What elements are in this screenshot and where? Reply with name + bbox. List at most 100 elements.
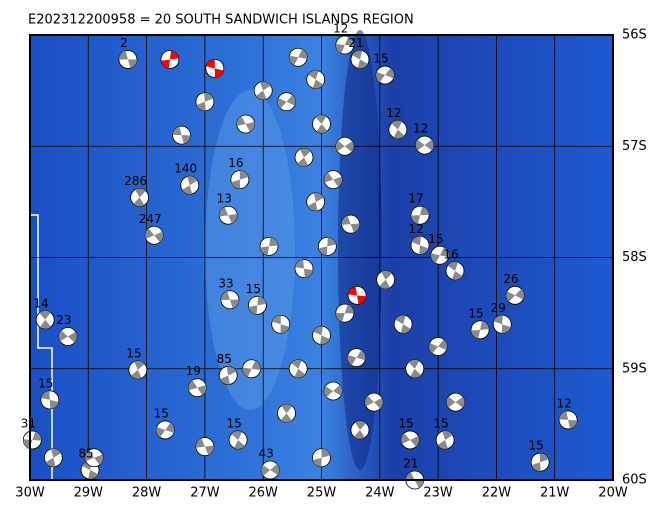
y-tick-label: 58S xyxy=(622,250,647,265)
x-tick-label: 21W xyxy=(540,486,570,501)
beachball-quadrant xyxy=(51,448,62,458)
beachball-quadrant xyxy=(401,433,411,444)
beachball-quadrant xyxy=(442,430,453,440)
beachball xyxy=(312,325,331,345)
depth-label: 12 xyxy=(413,122,428,136)
beachball-quadrant xyxy=(261,464,271,476)
beachball-quadrant xyxy=(299,148,311,158)
beachball xyxy=(446,392,465,412)
beachball-quadrant xyxy=(446,396,456,408)
beachball-quadrant xyxy=(289,55,299,66)
beachball-quadrant xyxy=(272,315,281,325)
beachball-quadrant xyxy=(350,223,360,233)
beachball xyxy=(335,136,355,156)
x-tick-label: 23W xyxy=(423,486,453,501)
beachball-quadrant xyxy=(344,36,354,47)
beachball xyxy=(187,378,207,398)
beachball-quadrant xyxy=(411,215,421,224)
beachball-quadrant xyxy=(229,299,239,309)
beachball-quadrant xyxy=(408,359,420,369)
beachball-quadrant xyxy=(145,228,155,239)
beachball-quadrant xyxy=(415,139,425,151)
beachball xyxy=(230,170,250,190)
beachball-quadrant xyxy=(501,324,511,334)
beachball xyxy=(128,360,148,380)
beachball xyxy=(400,430,420,450)
beachball xyxy=(445,261,465,281)
beachball-quadrant xyxy=(88,469,99,479)
beachball-quadrant xyxy=(318,246,328,256)
beachball xyxy=(364,392,384,412)
beachball-quadrant xyxy=(559,411,569,420)
beachball-quadrant xyxy=(32,431,42,441)
beachball xyxy=(172,125,191,145)
beachball xyxy=(415,135,435,155)
beachball xyxy=(218,366,238,385)
x-tick-label: 26W xyxy=(248,486,278,501)
beachball-quadrant xyxy=(231,179,241,189)
beachball-quadrant xyxy=(373,397,383,409)
beachball-quadrant xyxy=(206,59,215,69)
beachball xyxy=(40,390,60,410)
beachball-quadrant xyxy=(220,291,230,301)
beachball-quadrant xyxy=(316,124,328,133)
depth-label: 286 xyxy=(124,174,147,188)
beachball-quadrant xyxy=(344,304,354,314)
depth-label: 15 xyxy=(528,439,543,453)
beachball-quadrant xyxy=(480,320,490,330)
x-tick-label: 29W xyxy=(74,486,104,501)
depth-label: 15 xyxy=(38,376,53,390)
beachball-quadrant xyxy=(286,94,296,106)
beachball-quadrant xyxy=(344,141,354,153)
beachball xyxy=(155,420,175,440)
depth-label: 12 xyxy=(333,22,348,36)
depth-label: 140 xyxy=(174,162,197,176)
beachball xyxy=(347,285,367,305)
beachball xyxy=(347,348,366,368)
depth-label: 12 xyxy=(408,222,423,236)
beachball-quadrant xyxy=(94,454,104,465)
beachball-quadrant xyxy=(156,426,166,438)
beachball-quadrant xyxy=(85,450,95,462)
beachball xyxy=(492,314,512,334)
beachball-quadrant xyxy=(236,116,246,127)
beachball-quadrant xyxy=(341,215,351,225)
beachball-quadrant xyxy=(324,172,334,183)
beachball-quadrant xyxy=(324,386,334,398)
beachball-quadrant xyxy=(154,231,164,243)
beachball-quadrant xyxy=(188,380,198,391)
beachball-quadrant xyxy=(245,121,255,132)
beachball xyxy=(410,205,430,225)
beachball-quadrant xyxy=(291,359,302,369)
beachball xyxy=(144,225,164,245)
beachball-quadrant xyxy=(269,237,278,247)
beachball xyxy=(312,448,331,468)
beachball-quadrant xyxy=(228,213,238,224)
beachball xyxy=(294,147,314,167)
beachball-quadrant xyxy=(515,288,525,300)
beachball-quadrant xyxy=(347,355,357,366)
beachball xyxy=(388,120,408,139)
beachball-quadrant xyxy=(260,246,270,256)
beachball xyxy=(294,259,314,279)
beachball-quadrant xyxy=(455,396,465,408)
beachball-quadrant xyxy=(294,368,306,378)
beachball xyxy=(350,50,370,69)
beachball-quadrant xyxy=(45,457,56,467)
beachball-quadrant xyxy=(506,291,516,302)
beachball xyxy=(242,359,261,379)
beachball xyxy=(43,448,63,468)
depth-label: 19 xyxy=(186,364,201,378)
beachball-quadrant xyxy=(420,206,430,216)
beachball xyxy=(288,47,308,67)
beachball xyxy=(376,270,396,290)
beachball xyxy=(84,448,104,468)
beachball-quadrant xyxy=(297,157,309,167)
beachball xyxy=(341,214,361,234)
beachball-quadrant xyxy=(39,319,51,329)
beachball xyxy=(205,58,225,78)
beachball-quadrant xyxy=(165,422,175,433)
beachball-quadrant xyxy=(447,261,459,271)
beachball xyxy=(306,192,326,212)
